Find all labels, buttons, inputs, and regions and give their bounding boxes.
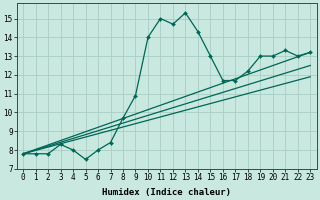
X-axis label: Humidex (Indice chaleur): Humidex (Indice chaleur)	[102, 188, 231, 197]
